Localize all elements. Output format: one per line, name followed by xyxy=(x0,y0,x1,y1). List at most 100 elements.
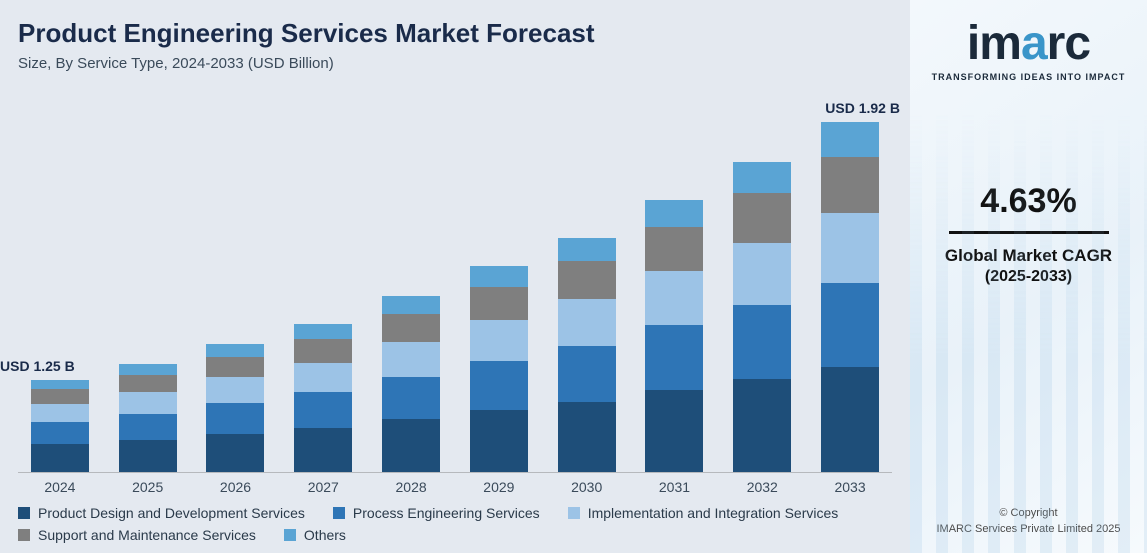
bar-slot: USD 1.92 B xyxy=(820,86,880,472)
bar-segment xyxy=(558,261,616,298)
bar-stack xyxy=(294,324,352,472)
legend-label: Others xyxy=(304,527,346,543)
legend-label: Product Design and Development Services xyxy=(38,505,305,521)
bar-segment xyxy=(31,444,89,472)
bar-segment xyxy=(470,410,528,472)
legend-item: Implementation and Integration Services xyxy=(568,505,839,521)
x-tick: 2027 xyxy=(293,479,353,495)
bar-segment xyxy=(558,299,616,346)
logo: imarc TRANSFORMING IDEAS INTO IMPACT xyxy=(932,20,1126,82)
bar-segment xyxy=(733,162,791,193)
legend-item: Support and Maintenance Services xyxy=(18,527,256,543)
cagr-block: 4.63% Global Market CAGR (2025-2033) xyxy=(924,182,1133,286)
logo-word: imarc xyxy=(932,20,1126,68)
bar-stack xyxy=(119,364,177,472)
plot-area: USD 1.25 BUSD 1.92 B 2024202520262027202… xyxy=(18,86,892,495)
bar-segment xyxy=(31,422,89,444)
bar-segment xyxy=(119,414,177,440)
bar-segment xyxy=(821,367,879,472)
bar-slot xyxy=(206,86,266,472)
bar-segment xyxy=(294,392,352,428)
bar-stack xyxy=(382,296,440,472)
bar-segment xyxy=(382,419,440,472)
bar-segment xyxy=(294,339,352,363)
legend-label: Implementation and Integration Services xyxy=(588,505,839,521)
plot: USD 1.25 B USD 1.92 B xyxy=(18,86,892,473)
bar-annotation: USD 1.25 B xyxy=(0,358,75,374)
legend-swatch xyxy=(333,507,345,519)
x-tick: 2032 xyxy=(732,479,792,495)
bar-segment xyxy=(733,305,791,379)
bar-segment xyxy=(294,363,352,393)
x-tick: 2025 xyxy=(118,479,178,495)
bar-segment xyxy=(645,271,703,325)
bar-slot xyxy=(293,86,353,472)
bar-segment xyxy=(821,213,879,283)
bar-stack xyxy=(206,344,264,472)
bar-segment xyxy=(382,377,440,419)
x-tick: 2031 xyxy=(645,479,705,495)
bar-slot xyxy=(732,86,792,472)
chart-title: Product Engineering Services Market Fore… xyxy=(18,18,892,49)
bar-slot: USD 1.25 B xyxy=(30,86,90,472)
bar-segment xyxy=(206,434,264,472)
legend-swatch xyxy=(568,507,580,519)
chart-panel: Product Engineering Services Market Fore… xyxy=(0,0,910,553)
bar-segment xyxy=(119,440,177,472)
bar-segment xyxy=(206,357,264,377)
bar-segment xyxy=(294,428,352,472)
legend-item: Process Engineering Services xyxy=(333,505,540,521)
cagr-label-line2: (2025-2033) xyxy=(924,268,1133,286)
bar-segment xyxy=(31,380,89,389)
bar-segment xyxy=(645,227,703,271)
bar-segment xyxy=(821,157,879,213)
bar-annotation: USD 1.92 B xyxy=(825,100,900,116)
bar-segment xyxy=(558,346,616,402)
bar-segment xyxy=(645,200,703,227)
x-tick: 2028 xyxy=(381,479,441,495)
x-tick: 2029 xyxy=(469,479,529,495)
bar-stack xyxy=(558,238,616,472)
cagr-divider xyxy=(949,231,1109,234)
bar-stack xyxy=(645,200,703,472)
bar-segment xyxy=(645,325,703,390)
bar-segment xyxy=(382,342,440,377)
bar-slot xyxy=(118,86,178,472)
x-tick: 2030 xyxy=(557,479,617,495)
legend-item: Product Design and Development Services xyxy=(18,505,305,521)
bar-segment xyxy=(119,392,177,414)
bar-slot xyxy=(645,86,705,472)
bar-stack xyxy=(31,380,89,472)
copyright: © Copyright IMARC Services Private Limit… xyxy=(936,506,1120,543)
x-tick: 2024 xyxy=(30,479,90,495)
bar-segment xyxy=(470,287,528,320)
legend-label: Process Engineering Services xyxy=(353,505,540,521)
bar-segment xyxy=(119,375,177,392)
cagr-value: 4.63% xyxy=(924,182,1133,221)
bar-segment xyxy=(206,403,264,434)
bar-segment xyxy=(31,389,89,404)
bar-segment xyxy=(294,324,352,339)
bar-segment xyxy=(119,364,177,375)
bar-segment xyxy=(558,402,616,472)
legend-swatch xyxy=(18,529,30,541)
bar-stack xyxy=(470,266,528,472)
bar-slot xyxy=(381,86,441,472)
bar-segment xyxy=(382,314,440,342)
bar-segment xyxy=(733,243,791,305)
bar-segment xyxy=(558,238,616,261)
bar-slot xyxy=(557,86,617,472)
bar-segment xyxy=(206,377,264,403)
bar-stack xyxy=(821,122,879,472)
copyright-line2: IMARC Services Private Limited 2025 xyxy=(936,522,1120,537)
cagr-label-line1: Global Market CAGR xyxy=(924,246,1133,266)
bar-segment xyxy=(206,344,264,357)
bar-stack xyxy=(733,162,791,472)
bar-segment xyxy=(31,404,89,422)
legend-swatch xyxy=(284,529,296,541)
bar-segment xyxy=(470,361,528,410)
bar-segment xyxy=(470,266,528,287)
legend-swatch xyxy=(18,507,30,519)
sidebar-panel: imarc TRANSFORMING IDEAS INTO IMPACT 4.6… xyxy=(910,0,1147,553)
bar-segment xyxy=(382,296,440,314)
